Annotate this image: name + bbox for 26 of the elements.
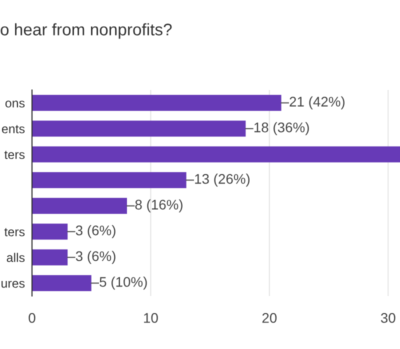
bar [32,94,282,111]
data-label: 5 (10%) [100,276,147,290]
data-label: 8 (16%) [135,199,182,212]
data-label: 3 (6%) [76,225,116,238]
x-tick-label: 10 [144,313,158,323]
y-tick-label: alls [6,252,25,262]
data-label: 18 (36%) [254,122,309,136]
bar [32,120,246,137]
bar [32,224,68,240]
bar [32,249,68,266]
x-tick-label: 20 [262,313,277,323]
data-label: 3 (6%) [76,250,116,264]
bar [32,146,400,162]
x-tick-label: 30 [380,313,396,323]
data-label: 13 (26%) [195,174,250,187]
bar [32,275,92,292]
bar [32,198,127,214]
chart-title: o hear from nonprofits? [0,23,172,39]
y-tick-label: ons [5,100,25,108]
y-tick-label: ters [4,228,25,236]
y-tick-label: ters [4,150,25,160]
bar [32,172,186,188]
x-tick-label: 0 [28,313,36,323]
y-tick-label: ures [2,280,25,288]
data-label: 21 (42%) [290,96,344,110]
y-tick-label: ents [2,125,25,134]
